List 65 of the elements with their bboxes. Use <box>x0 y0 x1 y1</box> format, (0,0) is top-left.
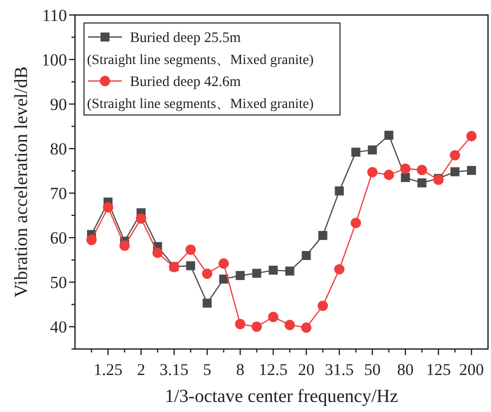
point <box>268 266 278 275</box>
point <box>334 186 344 196</box>
point <box>450 167 460 176</box>
y-tick-label: 40 <box>50 318 67 337</box>
point <box>368 145 377 154</box>
point <box>318 300 328 312</box>
y-tick-label: 110 <box>42 6 67 25</box>
point <box>252 268 262 278</box>
x-tick-label: 50 <box>364 360 381 379</box>
point <box>301 322 312 333</box>
point <box>86 234 97 246</box>
point <box>186 261 196 270</box>
point <box>119 240 130 251</box>
point <box>284 320 295 330</box>
legend-label: Buried deep 25.5m <box>130 30 242 46</box>
point <box>219 274 228 284</box>
point <box>235 318 246 330</box>
point <box>334 264 345 274</box>
point <box>466 166 476 175</box>
point <box>417 178 426 188</box>
point <box>367 167 378 178</box>
point <box>285 266 294 276</box>
point <box>384 130 394 140</box>
x-tick-label: 12.5 <box>258 360 288 379</box>
y-tick-label: 90 <box>50 95 67 114</box>
y-tick-label: 50 <box>50 273 67 292</box>
point <box>318 230 328 240</box>
point <box>218 258 229 269</box>
x-tick-label: 20 <box>298 360 315 379</box>
x-tick-label: 1.25 <box>94 360 122 379</box>
x-tick-label: 80 <box>397 360 414 379</box>
point <box>136 213 146 224</box>
point <box>236 271 245 280</box>
point <box>185 244 196 255</box>
x-tick-label: 200 <box>459 360 484 379</box>
point <box>400 173 410 182</box>
x-axis-title: 1/3-octave center frequency/Hz <box>164 387 398 407</box>
point <box>102 202 114 213</box>
point <box>416 164 428 176</box>
y-tick-label: 100 <box>42 50 67 70</box>
point <box>152 248 163 258</box>
annotation: (Straight line segments、Mixed granite) <box>87 97 314 112</box>
y-tick-label: 80 <box>50 140 67 159</box>
y-axis-title: Vibration acceleration level/dB <box>12 66 32 298</box>
point <box>350 218 362 228</box>
point <box>302 250 311 260</box>
x-tick-label: 5 <box>203 360 212 379</box>
point <box>400 163 411 174</box>
y-tick-label: 70 <box>50 184 67 204</box>
legend-label: Buried deep 42.6m <box>130 74 242 90</box>
y-tick-label: 60 <box>50 228 67 248</box>
point <box>202 268 212 279</box>
point <box>384 170 394 180</box>
point <box>268 312 278 322</box>
point <box>252 322 262 332</box>
x-tick-label: 31.5 <box>324 360 354 379</box>
point <box>351 148 360 157</box>
x-tick-label: 8 <box>236 360 244 379</box>
point <box>450 150 460 160</box>
point <box>466 130 477 142</box>
x-tick-label: 3.15 <box>160 360 189 379</box>
point <box>202 298 212 308</box>
annotation: (Straight line segments、Mixed granite) <box>87 53 314 68</box>
x-tick-label: 2 <box>136 360 146 379</box>
x-tick-label: 125 <box>426 360 451 379</box>
